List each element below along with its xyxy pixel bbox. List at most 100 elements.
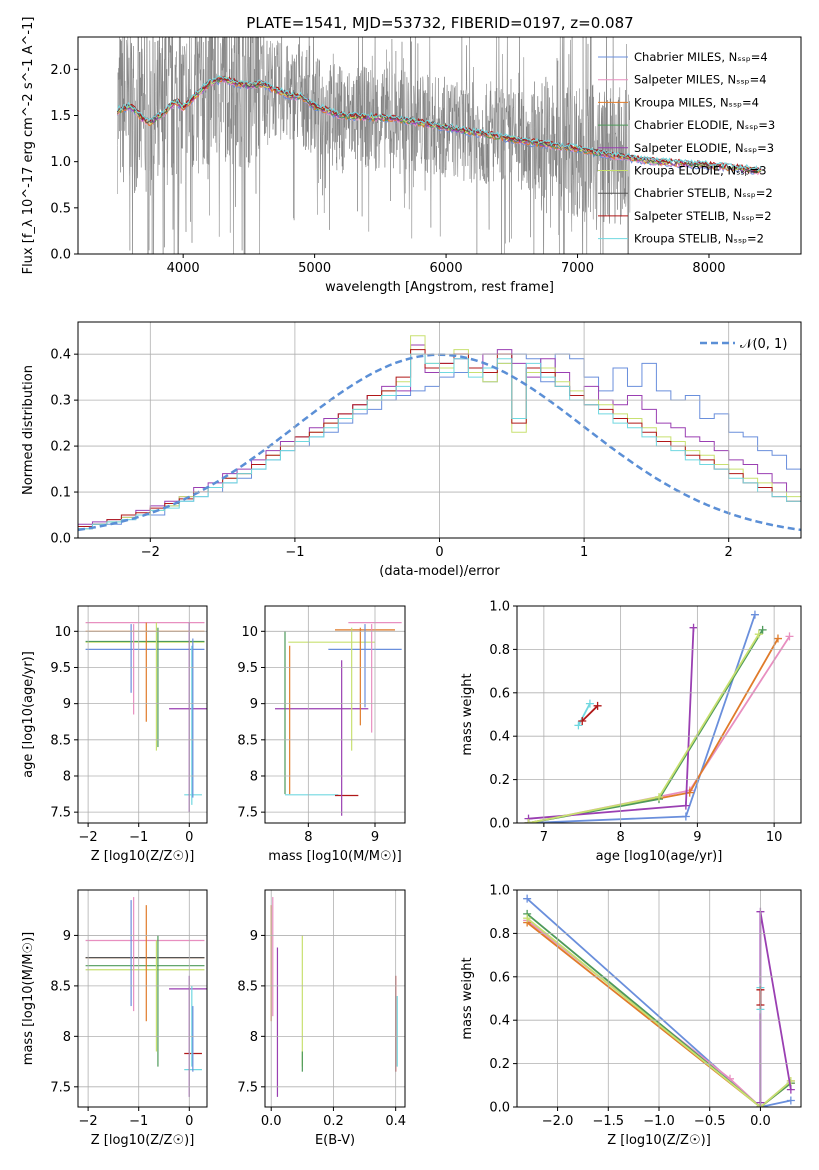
panel-weight_vs_age: 7 8 9 10 0.0 0.2 0.4 0.6 0.8 1.0 age [log10(age/yr… (460, 600, 802, 864)
plot-area (275, 622, 402, 816)
plot-area (116, 37, 762, 254)
y-tick-label: 8 (250, 1030, 258, 1045)
x-axis-label: wavelength [Angstrom, rest frame] (325, 280, 554, 295)
y-tick-label: 2.0 (50, 63, 71, 78)
y-tick-label: 8 (63, 769, 71, 784)
x-tick-label: 8 (304, 830, 312, 845)
observed-spectrum (117, 37, 631, 254)
model-line-7 (116, 75, 761, 172)
y-tick-label: 7.5 (237, 1080, 258, 1095)
y-tick-label: 9.5 (237, 661, 258, 676)
x-tick-label: 1 (580, 545, 588, 560)
panel-mass_vs_Z: −2 −1 0 7.5 8 8.5 9 Z [log10(Z/Z☉)] mass [log10(… (21, 889, 208, 1148)
weight-marker (585, 699, 594, 708)
weight-marker (578, 717, 587, 726)
y-tick-label: 0.8 (489, 927, 510, 942)
x-tick-label: −0.5 (694, 1114, 726, 1129)
y-axis-label: Flux [f_λ 10^-17 erg cm^-2 s^-1 A^-1] (21, 17, 36, 275)
y-tick-label: 9 (250, 697, 258, 712)
x-tick-label: −1.0 (643, 1114, 675, 1129)
x-axis-label: Z [log10(Z/Z☉)] (91, 849, 195, 864)
y-tick-label: 9 (250, 929, 258, 944)
x-axis-label: Z [log10(Z/Z☉)] (607, 1133, 711, 1148)
plot-frame (77, 321, 802, 539)
legend-entry: 𝒩(0, 1) (740, 337, 787, 352)
x-axis-label: mass [log10(M/M☉)] (268, 849, 401, 864)
x-tick-label: 0 (435, 545, 443, 560)
plot-frame (516, 605, 802, 824)
weight-marker (593, 701, 602, 710)
x-tick-label: −2 (79, 830, 98, 845)
y-axis-label: Normed distribution (21, 365, 36, 495)
y-tick-label: 0.6 (489, 970, 510, 985)
x-tick-label: −2 (79, 1114, 98, 1129)
weight-marker (758, 625, 767, 634)
y-tick-label: 8 (250, 769, 258, 784)
plot-area (85, 622, 207, 813)
y-tick-label: 0.1 (50, 486, 71, 501)
x-tick-label: 0.0 (750, 1114, 771, 1129)
panel-mass_vs_EBV: 0.0 0.2 0.4 7.5 8 8.5 9 E(B-V) (237, 889, 406, 1148)
y-tick-label: 8.5 (50, 733, 71, 748)
plot-frame (77, 605, 208, 824)
weight-line-0 (526, 898, 792, 1107)
x-tick-label: −1.5 (592, 1114, 624, 1129)
x-tick-label: 9 (693, 830, 701, 845)
legend-entry: Chabrier ELODIE, Nₛₛₚ=3 (634, 118, 775, 132)
y-axis-label: mass weight (460, 957, 475, 1039)
plot-frame (77, 36, 802, 255)
weight-line-4 (528, 627, 695, 820)
y-tick-label: 1.0 (489, 884, 510, 899)
x-tick-label: 0 (185, 830, 193, 845)
weight-line-7 (581, 705, 599, 722)
weight-marker (574, 721, 583, 730)
panel-spectrum: 4000 5000 6000 7000 8000 0.0 0.5 1.0 1.5 2.0 wavel… (21, 17, 802, 295)
y-tick-label: 0.6 (489, 686, 510, 701)
y-tick-label: 1.5 (50, 109, 71, 124)
y-tick-label: 10 (54, 625, 71, 640)
weight-line-0 (528, 614, 756, 823)
plot-area (85, 897, 207, 1097)
x-tick-label: 0 (185, 1114, 193, 1129)
plot-area (524, 610, 794, 823)
legend-entry: Kroupa STELIB, Nₛₛₚ=2 (634, 232, 764, 246)
legend-entry: Salpeter STELIB, Nₛₛₚ=2 (634, 209, 772, 223)
y-tick-label: 1.0 (50, 155, 71, 170)
legend-entry: Chabrier STELIB, Nₛₛₚ=2 (634, 186, 773, 200)
x-tick-label: −2.0 (542, 1114, 574, 1129)
x-tick-label: 2 (725, 545, 733, 560)
y-tick-label: 10 (241, 625, 258, 640)
x-axis-label: E(B-V) (315, 1133, 355, 1148)
y-tick-label: 0.2 (50, 440, 71, 455)
x-tick-label: −1 (285, 545, 304, 560)
y-tick-label: 0.4 (489, 1014, 510, 1029)
weight-line-3 (526, 913, 792, 1107)
panel-weight_vs_Z: −2.0 −1.5 −1.0 −0.5 0.0 0.0 0.2 0.4 0.6 0.8 1.0 Z [… (460, 884, 802, 1148)
y-tick-label: 0.0 (50, 248, 71, 263)
y-tick-label: 0.2 (489, 773, 510, 788)
y-axis-label: mass weight (460, 673, 475, 755)
x-tick-label: 10 (766, 830, 783, 845)
y-tick-label: 1.0 (489, 600, 510, 615)
plot-area (270, 897, 398, 1097)
y-tick-label: 0.0 (489, 817, 510, 832)
legend-entry: Kroupa ELODIE, Nₛₛₚ=3 (634, 164, 767, 178)
plot-frame (264, 605, 406, 824)
weight-marker (655, 792, 663, 801)
x-tick-label: −1 (129, 1114, 148, 1129)
weight-marker (786, 1096, 795, 1105)
weight-marker (681, 801, 690, 810)
y-tick-label: 9 (63, 929, 71, 944)
legend-entry: Kroupa MILES, Nₛₛₚ=4 (634, 95, 759, 109)
weight-line-4 (526, 917, 792, 1107)
x-tick-label: −2 (141, 545, 160, 560)
y-tick-label: 0.8 (489, 643, 510, 658)
x-tick-label: 7 (540, 830, 548, 845)
x-tick-label: 0.0 (261, 1114, 282, 1129)
x-tick-label: 0.4 (385, 1114, 406, 1129)
plot-frame (516, 889, 802, 1108)
y-tick-label: 8 (63, 1030, 71, 1045)
panel-age_vs_Z: −2 −1 0 7.5 8 8.5 9 9.5 10 Z [log10(Z/Z☉)] age [lo… (21, 605, 208, 864)
y-tick-label: 8.5 (50, 979, 71, 994)
y-tick-label: 0.0 (489, 1101, 510, 1116)
